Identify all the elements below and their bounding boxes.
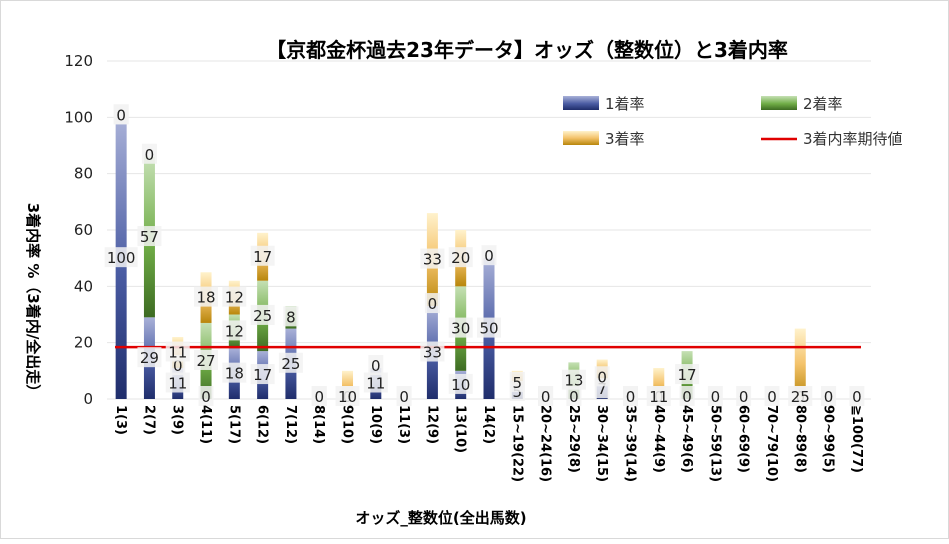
x-tick-label: 2(7)	[141, 405, 156, 435]
x-tick-label: 35~39(14)	[622, 405, 637, 482]
data-label: 0	[314, 388, 324, 406]
data-label: 11	[366, 375, 385, 393]
legend: 1着率 2着率 3着率 3着内率期待値	[563, 95, 903, 148]
data-label: 0	[767, 388, 777, 406]
chart-title: 【京都金杯過去23年データ】オッズ（整数位）と3着内率	[266, 38, 788, 62]
data-label: 11	[649, 388, 668, 406]
y-tick-label: 120	[64, 52, 93, 70]
data-label: 17	[678, 366, 697, 384]
x-tick-label: 7(12)	[283, 405, 298, 444]
data-label: 0	[484, 247, 494, 265]
data-label: 25	[281, 355, 300, 373]
x-tick-label: 3(9)	[170, 405, 185, 435]
x-tick-label: 1(3)	[113, 405, 128, 435]
x-tick-label: 70~79(10)	[764, 405, 779, 482]
x-tick-label: 60~69(9)	[736, 405, 751, 473]
data-label: 0	[682, 388, 692, 406]
data-label: 0	[824, 388, 834, 406]
x-tick-label: 20~24(16)	[538, 405, 553, 482]
data-label: 57	[140, 228, 159, 246]
data-label: 11	[168, 344, 187, 362]
data-label: 0	[541, 388, 551, 406]
data-label: 29	[140, 349, 159, 367]
y-tick-label: 100	[64, 108, 93, 126]
data-label: 30	[451, 320, 470, 338]
legend-label-2nd: 2着率	[803, 95, 843, 113]
data-label: 17	[253, 248, 272, 266]
data-label: 33	[423, 344, 442, 362]
data-label: 0	[626, 388, 636, 406]
data-label: 0	[569, 388, 579, 406]
x-tick-label: 9(10)	[340, 405, 355, 444]
y-tick-label: 80	[74, 165, 93, 183]
x-tick-label: 4(11)	[198, 405, 213, 444]
x-tick-label: 25~29(8)	[566, 405, 581, 473]
data-label: 25	[253, 307, 272, 325]
y-tick-label: 60	[74, 221, 93, 239]
legend-swatch-3rd	[563, 131, 599, 145]
data-label: 27	[196, 352, 215, 370]
data-label: 0	[116, 106, 126, 124]
data-label: 0	[597, 368, 607, 386]
x-tick-label: 10(9)	[368, 405, 383, 444]
y-tick-label: 0	[83, 390, 93, 408]
x-axis-label: オッズ_整数位(全出馬数)	[355, 509, 526, 527]
data-label: 18	[196, 289, 215, 307]
data-label: 25	[791, 388, 810, 406]
y-axis-label: 3着内率 %（3着内/全出走）	[24, 203, 42, 400]
data-label: 0	[711, 388, 721, 406]
x-tick-label: 90~99(5)	[821, 405, 836, 473]
data-label: 100	[107, 249, 136, 267]
x-tick-label: ≧100(77)	[849, 405, 864, 473]
legend-label-3rd: 3着率	[605, 130, 645, 148]
data-label: 10	[451, 376, 470, 394]
data-label: 13	[564, 372, 583, 390]
legend-label-1st: 1着率	[605, 95, 645, 113]
data-label: 17	[253, 366, 272, 384]
data-label: 18	[225, 365, 244, 383]
x-tick-label: 6(12)	[255, 405, 270, 444]
x-tick-label: 5(17)	[226, 405, 241, 444]
data-label: 0	[852, 388, 862, 406]
data-label: 0	[428, 295, 438, 313]
x-tick-label: 45~49(6)	[679, 405, 694, 473]
y-tick-label: 40	[74, 277, 93, 295]
x-tick-label: 50~59(13)	[707, 405, 722, 482]
x-tick-label: 80~89(8)	[792, 405, 807, 473]
legend-label-expected: 3着内率期待値	[803, 130, 903, 148]
data-label: 50	[479, 320, 498, 338]
x-tick-label: 12(9)	[424, 405, 439, 444]
legend-swatch-2nd	[761, 96, 797, 110]
chart-svg: 020406080100120 100002957011011027181812…	[1, 1, 949, 540]
x-tick-label: 40~44(9)	[651, 405, 666, 473]
data-label: 12	[225, 289, 244, 307]
data-label: 0	[145, 146, 155, 164]
chart-frame: 020406080100120 100002957011011027181812…	[0, 0, 949, 539]
x-tick-label: 13(10)	[453, 405, 468, 453]
data-label: 0	[739, 388, 749, 406]
data-label: 33	[423, 251, 442, 269]
data-label: 0	[371, 357, 381, 375]
data-label: 8	[286, 308, 296, 326]
data-label: 5	[513, 374, 523, 392]
x-tick-label: 30~34(15)	[594, 405, 609, 482]
data-label: 0	[201, 388, 211, 406]
x-tick-label: 8(14)	[311, 405, 326, 444]
x-tick-label: 14(2)	[481, 405, 496, 444]
data-label: 12	[225, 322, 244, 340]
x-axis-ticks: 1(3) 2(7) 3(9) 4(11) 5(17) 6(12) 7(12) 8(14) 9(1…	[113, 405, 864, 482]
data-label: 20	[451, 249, 470, 267]
legend-swatch-1st	[563, 96, 599, 110]
data-label: 11	[168, 375, 187, 393]
data-label: 0	[399, 388, 409, 406]
x-tick-label: 11(3)	[396, 405, 411, 444]
y-tick-label: 20	[74, 334, 93, 352]
y-axis-ticks: 0 20 40 60 80 100 120	[64, 52, 93, 408]
data-label: 10	[338, 388, 357, 406]
x-tick-label: 15~19(22)	[509, 405, 524, 482]
